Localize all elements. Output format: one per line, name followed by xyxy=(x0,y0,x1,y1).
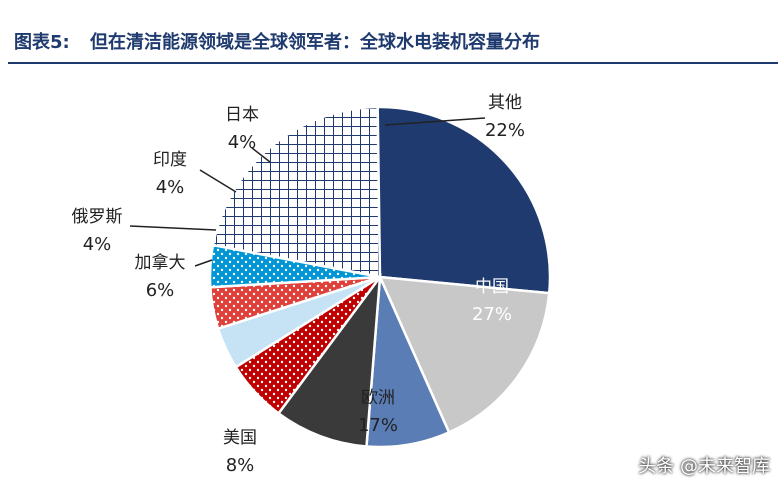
figure-label: 图表5: xyxy=(14,32,70,53)
slice-label-3: 美国 xyxy=(223,428,257,448)
slice-value-5: 6% xyxy=(146,280,175,301)
figure-title: 图表5: 但在清洁能源领域是全球领军者：全球水电装机容量分布 xyxy=(14,28,540,54)
slice-label-7: 印度 xyxy=(153,150,187,170)
slice-label-2: 欧洲 xyxy=(361,388,395,408)
leader-line-8 xyxy=(251,147,271,163)
slice-2 xyxy=(377,275,551,435)
slice-value-8: 4% xyxy=(228,132,257,153)
leader-line-0 xyxy=(384,117,486,126)
slice-label-5: 加拿大 xyxy=(135,252,186,273)
slice-value-2: 17% xyxy=(358,415,398,436)
title-divider xyxy=(8,62,778,64)
slice-1 xyxy=(376,105,552,295)
slice-label-1: 中国 xyxy=(475,277,509,297)
slice-0 xyxy=(211,105,382,279)
watermark: 头条 @未来智库 xyxy=(638,456,770,477)
slice-8 xyxy=(208,243,381,289)
slice-label-0: 其他 xyxy=(488,93,522,113)
slice-value-6: 4% xyxy=(83,234,112,255)
slice-label-8: 日本 xyxy=(225,105,259,125)
slice-value-3: 8% xyxy=(226,455,255,476)
slice-4-unlabeled xyxy=(276,272,382,448)
slice-value-1: 27% xyxy=(472,304,512,325)
leader-line-6 xyxy=(129,225,217,231)
slice-value-0: 22% xyxy=(485,120,525,141)
leader-line-7 xyxy=(199,169,237,193)
slice-label-6: 俄罗斯 xyxy=(72,207,123,227)
figure-title-text: 但在清洁能源领域是全球领军者：全球水电装机容量分布 xyxy=(90,32,541,53)
leader-line-5 xyxy=(194,259,213,267)
slice-value-7: 4% xyxy=(156,177,185,198)
